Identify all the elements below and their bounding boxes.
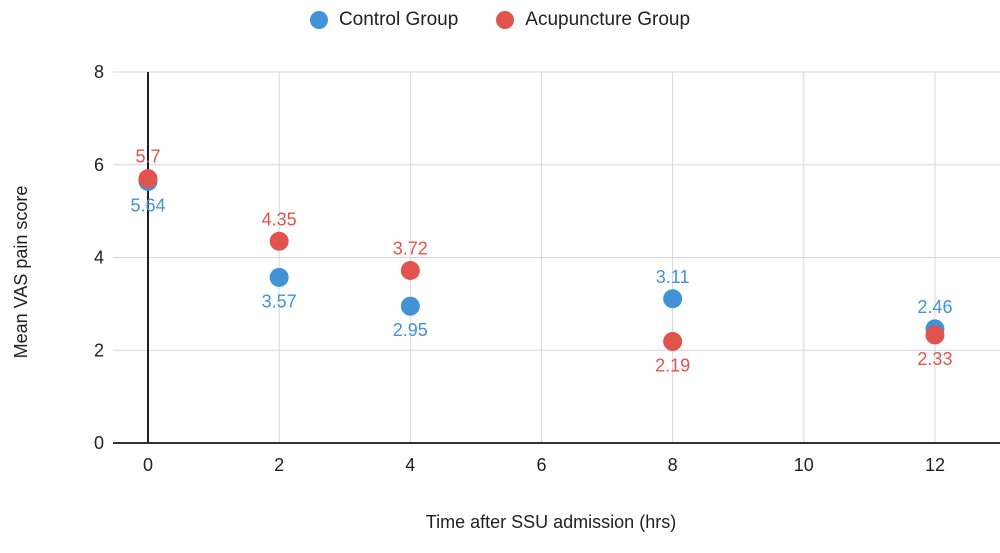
x-tick-label: 4: [405, 455, 415, 475]
data-point-label: 5.64: [130, 195, 165, 215]
y-axis-title: Mean VAS pain score: [11, 186, 31, 359]
data-point-label: 2.46: [917, 297, 952, 317]
data-point-label: 3.57: [262, 291, 297, 311]
data-point-acupuncture: [400, 260, 420, 280]
y-tick-label: 2: [94, 340, 104, 360]
data-point-label: 3.11: [656, 267, 690, 287]
legend-dot-control: [309, 11, 328, 29]
tick-labels: 0 2 4 6 8 0 2 4 6 8 10 12: [94, 62, 945, 475]
data-point-control: [663, 289, 683, 309]
x-tick-label: 2: [274, 455, 284, 475]
data-point-acupuncture: [925, 325, 945, 345]
legend-label-control: Control Group: [338, 9, 459, 30]
x-tick-label: 0: [143, 455, 153, 475]
data-point-control: [269, 267, 289, 287]
data-point-label: 2.19: [655, 355, 690, 375]
x-tick-label: 12: [925, 455, 945, 475]
gridlines: [113, 71, 1000, 443]
x-axis-title: Time after SSU admission (hrs): [426, 512, 676, 532]
x-tick-label: 10: [794, 455, 814, 475]
data-points: [138, 169, 945, 351]
y-tick-label: 0: [94, 433, 104, 453]
data-point-label: 5.7: [135, 147, 160, 167]
axis-lines: [113, 72, 1000, 444]
legend-label-acupuncture: Acupuncture Group: [525, 9, 691, 30]
y-tick-label: 6: [94, 155, 104, 175]
data-point-labels: 5.64 3.57 2.95 3.11 2.46 5.7 4.35 3.72 2.19 2.33: [130, 147, 952, 376]
data-point-acupuncture: [663, 331, 683, 351]
x-tick-label: 6: [536, 455, 546, 475]
data-point-acupuncture: [138, 169, 158, 189]
data-point-control: [400, 296, 420, 316]
legend: Control Group Acupuncture Group: [0, 9, 1000, 31]
data-point-acupuncture: [269, 231, 289, 251]
y-tick-label: 8: [94, 62, 104, 82]
data-point-label: 2.33: [917, 349, 952, 369]
x-tick-label: 8: [668, 455, 678, 475]
legend-dot-acupuncture: [496, 11, 515, 29]
legend-item-acupuncture-group: Acupuncture Group: [496, 9, 690, 31]
y-tick-label: 4: [94, 248, 104, 268]
data-point-label: 4.35: [262, 209, 297, 229]
data-point-label: 2.95: [393, 320, 428, 340]
data-point-label: 3.72: [393, 238, 428, 258]
legend-item-control-group: Control Group: [309, 9, 459, 31]
